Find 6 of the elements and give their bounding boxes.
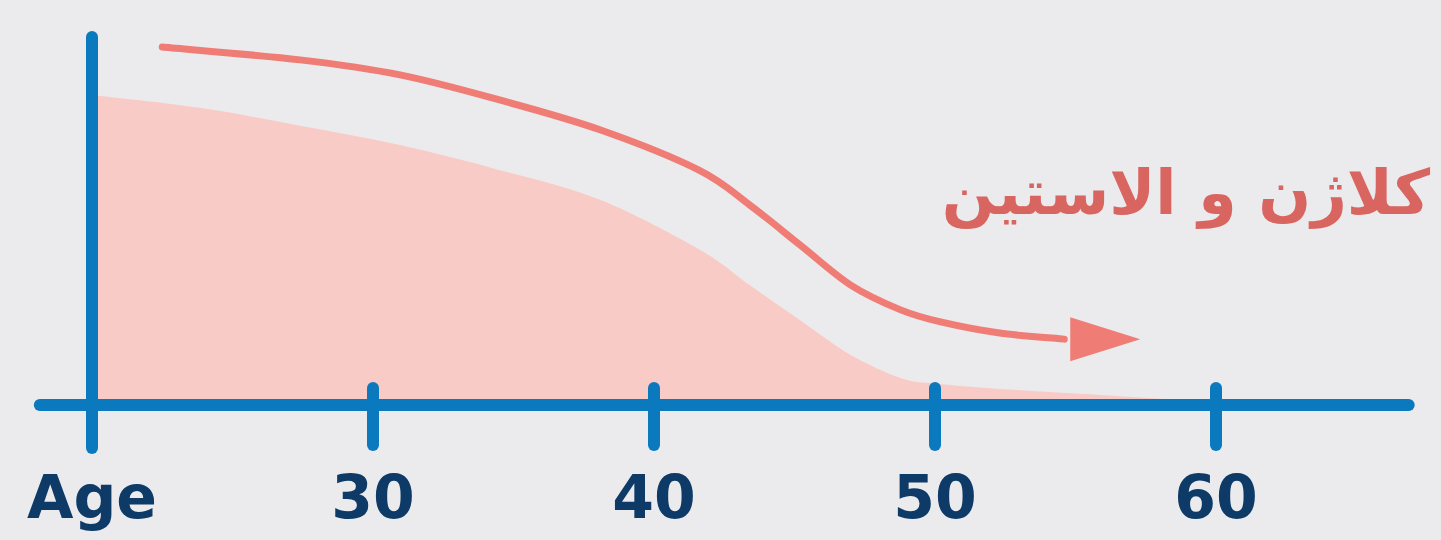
x-tick-label: Age (26, 462, 158, 532)
x-tick-label: 50 (893, 462, 977, 532)
x-tick-label: 40 (612, 462, 696, 532)
series-label: کلاژن و الاستین (941, 156, 1431, 230)
x-tick-label: 30 (331, 462, 415, 532)
x-tick-label: 60 (1174, 462, 1258, 532)
